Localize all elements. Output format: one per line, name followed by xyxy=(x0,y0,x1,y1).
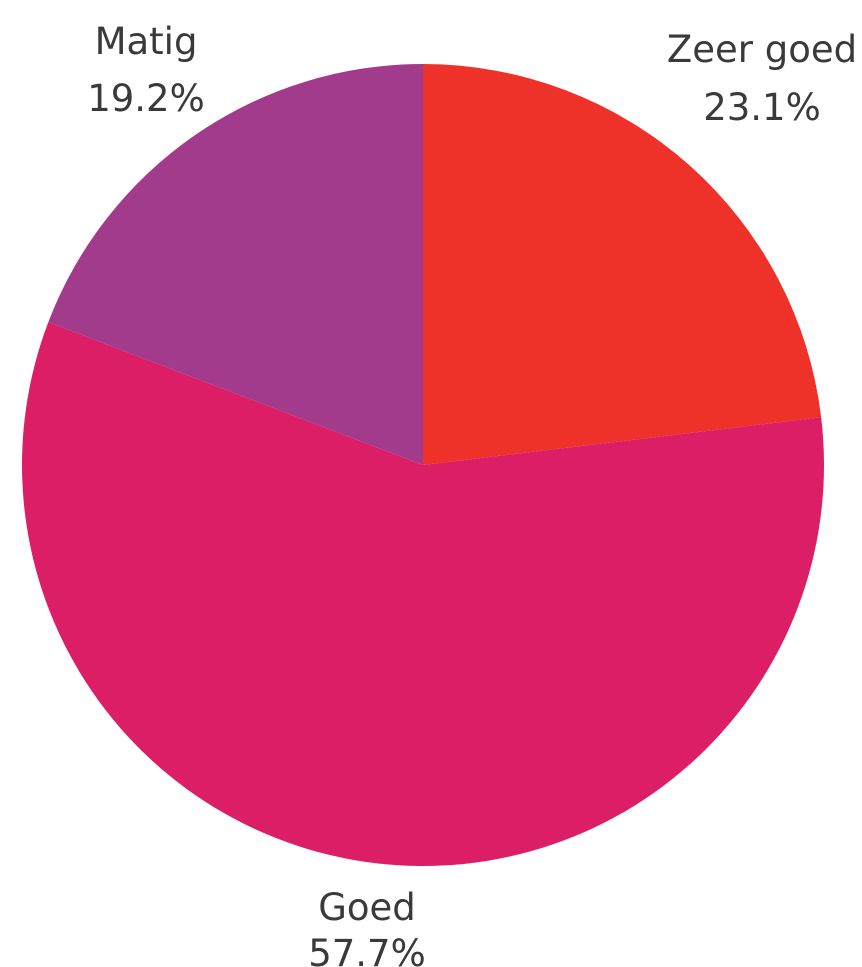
pie-slice-goed xyxy=(22,322,825,866)
slice-value-label: 23.1% xyxy=(703,86,821,129)
slice-label: Goed xyxy=(318,886,416,929)
pie-slice-zeer-goed xyxy=(423,64,822,465)
pie-slices xyxy=(22,64,825,866)
slice-value-label: 57.7% xyxy=(308,932,426,967)
slice-label: Zeer goed xyxy=(667,28,857,71)
pie-slice-matig xyxy=(48,64,423,465)
slice-label: Matig xyxy=(95,20,198,63)
slice-value-label: 19.2% xyxy=(87,77,205,120)
